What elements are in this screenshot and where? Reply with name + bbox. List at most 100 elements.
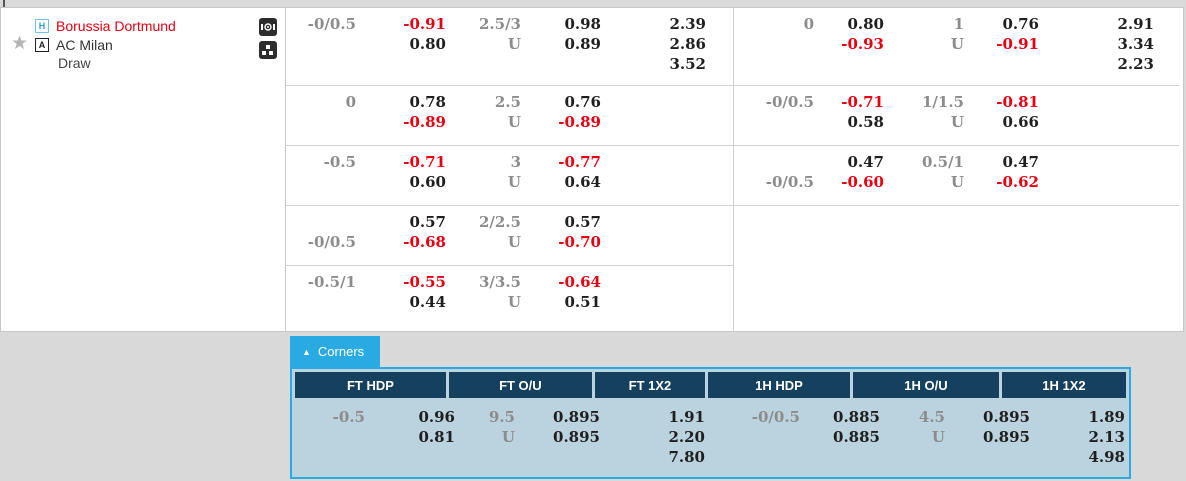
odds-value[interactable]: 0.47 (847, 153, 884, 171)
odds-value[interactable]: 3.52 (669, 55, 706, 73)
ft-1x2-odds-cell: 1.91 2.20 7.80 (600, 407, 705, 467)
odds-value[interactable]: 0.66 (1002, 113, 1039, 131)
odds-value[interactable]: -0.70 (558, 233, 601, 251)
odds-value[interactable]: -0.71 (841, 93, 884, 111)
col-header-1h-ou: 1H O/U (852, 372, 999, 398)
under-label: U (507, 113, 521, 131)
lineup-icon[interactable] (259, 41, 277, 59)
odds-value[interactable]: 0.60 (409, 173, 446, 191)
draw-label: Draw (58, 55, 91, 71)
odds-value[interactable]: 0.58 (847, 113, 884, 131)
corners-table: FT HDP FT O/U FT 1X2 1H HDP 1H O/U 1H 1X… (290, 367, 1131, 479)
hdp-odds-cell: 0.80 -0.93 (814, 14, 884, 85)
match-panel: ★ H Borussia Dortmund A AC Milan Draw (1, 8, 286, 331)
top-edge-mark (3, 0, 5, 7)
odds-value[interactable]: 0.895 (983, 408, 1030, 426)
x12-odds-cell: 2.39 2.86 3.52 (601, 14, 706, 85)
odds-value[interactable]: 2.13 (1088, 428, 1125, 446)
home-team-name: Borussia Dortmund (56, 17, 176, 34)
total-label: 9.5 (488, 408, 515, 426)
col-header-ft-hdp: FT HDP (295, 372, 446, 398)
handicap-label (286, 212, 356, 232)
odds-value[interactable]: 0.76 (564, 93, 601, 111)
odds-value[interactable]: -0.91 (996, 35, 1039, 53)
odds-table: ★ H Borussia Dortmund A AC Milan Draw (0, 7, 1184, 332)
col-header-ft-1x2: FT 1X2 (594, 372, 706, 398)
corners-panel: ▲ Corners FT HDP FT O/U FT 1X2 1H HDP 1H… (290, 336, 1131, 479)
odds-value[interactable]: -0.81 (996, 93, 1039, 111)
total-label: 2/2.5 (478, 213, 521, 231)
ft-ou-odds-cell: 0.895 0.895 (515, 407, 600, 467)
under-label: U (507, 35, 521, 53)
odds-value[interactable]: 0.80 (409, 35, 446, 53)
odds-value[interactable]: 0.76 (1002, 15, 1039, 33)
odds-value[interactable]: -0.55 (403, 273, 446, 291)
odds-value[interactable]: 0.895 (983, 428, 1030, 446)
favorite-star-icon[interactable]: ★ (11, 33, 29, 54)
odds-value[interactable]: 0.89 (564, 35, 601, 53)
under-label: U (950, 35, 964, 53)
odds-value[interactable]: 4.98 (1088, 448, 1125, 466)
odds-value[interactable]: 2.20 (668, 428, 705, 446)
odds-value[interactable]: -0.89 (558, 113, 601, 131)
odds-value[interactable]: 3.34 (1117, 35, 1154, 53)
hdp-line-cell: 0 (734, 14, 814, 85)
odds-value[interactable]: 7.80 (668, 448, 705, 466)
odds-value[interactable]: -0.62 (996, 173, 1039, 191)
odds-value[interactable]: -0.60 (841, 173, 884, 191)
total-label: 4.5 (918, 408, 945, 426)
odds-value[interactable]: 0.78 (409, 93, 446, 111)
odds-value[interactable]: 0.44 (409, 293, 446, 311)
total-label: 1 (953, 15, 964, 33)
odds-value[interactable]: 1.89 (1088, 408, 1125, 426)
odds-value[interactable]: 2.86 (669, 35, 706, 53)
away-badge: A (35, 37, 49, 52)
total-label: 2.5/3 (478, 15, 521, 33)
odds-value[interactable]: -0.93 (841, 35, 884, 53)
odds-value[interactable]: 0.98 (564, 15, 601, 33)
odds-value[interactable]: 0.81 (418, 428, 455, 446)
ft-ou-line-cell: 9.5 U (455, 407, 515, 467)
odds-value[interactable]: 0.80 (847, 15, 884, 33)
odds-value[interactable]: 2.91 (1117, 15, 1154, 33)
1h-1x2-odds-cell: 1.89 2.13 4.98 (1030, 407, 1125, 467)
odds-value[interactable]: 0.57 (409, 213, 446, 231)
pitch-icon[interactable] (259, 18, 277, 36)
odds-value[interactable]: -0.68 (403, 233, 446, 251)
total-label: 3/3.5 (478, 273, 521, 291)
odds-row-3: -0.5 -0.71 0.60 3 U -0.77 0.64 -0/0.5 0.47 -… (286, 146, 1183, 206)
odds-value[interactable]: 0.57 (564, 213, 601, 231)
odds-value[interactable]: 2.23 (1117, 55, 1154, 73)
handicap-label: 0 (345, 93, 356, 111)
handicap-label: -0.5 (323, 153, 356, 171)
odds-value[interactable]: 0.96 (418, 408, 455, 426)
odds-value[interactable]: 0.64 (564, 173, 601, 191)
odds-value[interactable]: 2.39 (669, 15, 706, 33)
odds-value[interactable]: -0.91 (403, 15, 446, 33)
odds-value[interactable]: -0.89 (403, 113, 446, 131)
odds-value[interactable]: -0.71 (403, 153, 446, 171)
odds-value[interactable]: 0.885 (833, 408, 880, 426)
odds-value[interactable]: 1.91 (668, 408, 705, 426)
under-label: U (950, 113, 964, 131)
ou-line-cell: 2.5/3 U (446, 14, 521, 85)
handicap-label (734, 152, 814, 172)
odds-value[interactable]: 0.895 (553, 408, 600, 426)
odds-value[interactable]: 0.885 (833, 428, 880, 446)
under-label: U (950, 173, 964, 191)
odds-value[interactable]: 0.47 (1002, 153, 1039, 171)
home-team-row: H Borussia Dortmund (35, 16, 285, 35)
odds-value[interactable]: 0.895 (553, 428, 600, 446)
odds-value[interactable]: -0.64 (558, 273, 601, 291)
1h-hdp-odds-cell: 0.885 0.885 (800, 407, 880, 467)
corners-tab[interactable]: ▲ Corners (290, 336, 381, 367)
1h-ou-line-cell: 4.5 U (880, 407, 945, 467)
col-header-1h-1x2: 1H 1X2 (1001, 372, 1126, 398)
total-label: 2.5 (494, 93, 521, 111)
odds-value[interactable]: 0.51 (564, 293, 601, 311)
odds-value[interactable]: -0.77 (558, 153, 601, 171)
ou-odds-cell: 0.98 0.89 (521, 14, 601, 85)
col-header-1h-hdp: 1H HDP (708, 372, 850, 398)
under-label: U (507, 233, 521, 251)
